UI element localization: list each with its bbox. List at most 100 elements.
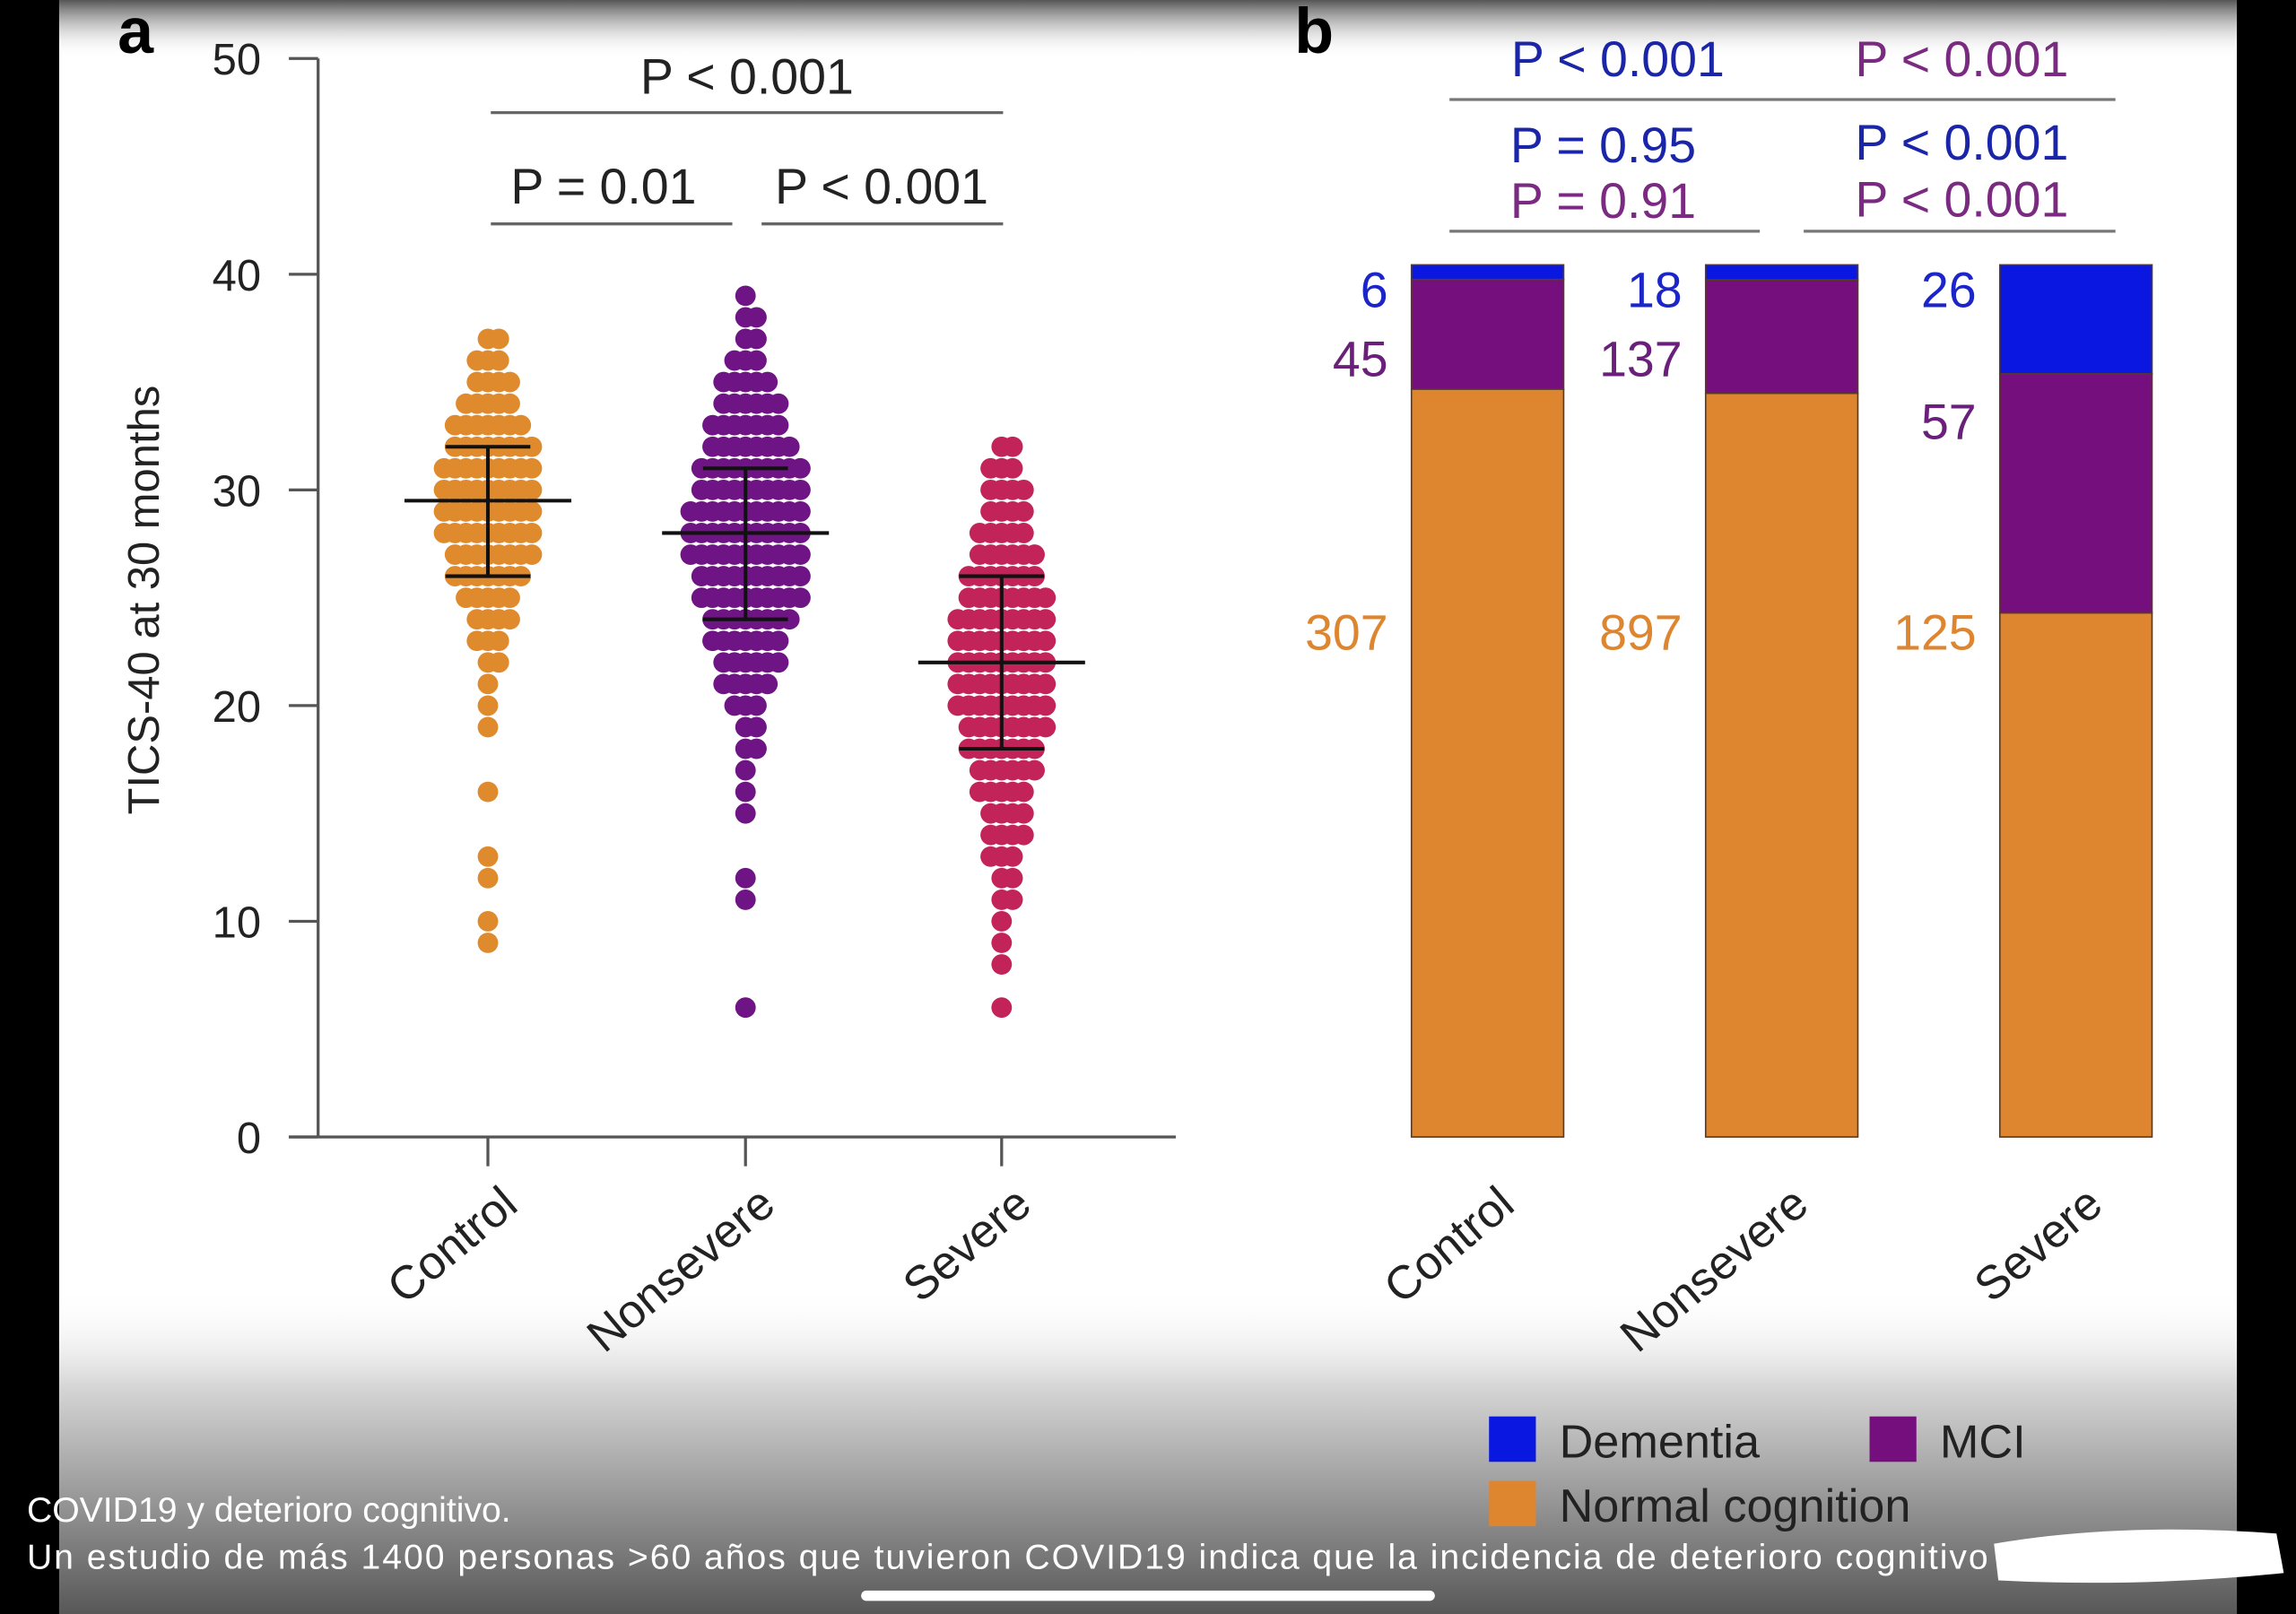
data-point [521, 500, 543, 522]
home-indicator[interactable] [861, 1590, 1435, 1601]
data-point [477, 781, 499, 803]
data-point [735, 997, 756, 1019]
p-value-label: P = 0.91 [1510, 173, 1696, 229]
data-point [1035, 630, 1057, 652]
data-point [1035, 673, 1057, 695]
count-label: 57 [1921, 395, 1977, 450]
bar-segment-mci [1998, 373, 2153, 614]
legend-label-dementia: Dementia [1560, 1416, 1761, 1468]
data-point [477, 867, 499, 889]
data-point [500, 609, 520, 630]
data-point [456, 587, 476, 609]
data-point [746, 738, 767, 759]
data-point [1002, 846, 1023, 867]
y-tick-label: 10 [213, 898, 261, 947]
data-point [991, 911, 1013, 932]
data-point [947, 609, 969, 630]
data-point [746, 328, 767, 350]
data-point [735, 867, 756, 889]
data-point [735, 781, 756, 803]
data-point [778, 609, 800, 630]
data-point [1013, 479, 1034, 500]
count-label: 45 [1333, 331, 1388, 386]
data-point [466, 371, 488, 393]
data-point [980, 500, 1001, 522]
data-point [980, 803, 1001, 824]
data-point [466, 630, 488, 652]
legend-swatch-normal [1489, 1480, 1536, 1527]
data-point [680, 500, 701, 522]
data-point [768, 630, 789, 652]
data-point [735, 759, 756, 781]
p-value-label: P = 0.95 [1510, 117, 1696, 173]
data-point [477, 933, 499, 953]
data-point [789, 566, 811, 587]
data-point [746, 307, 767, 328]
data-point [702, 630, 723, 652]
data-point [746, 716, 767, 738]
p-value-label: P < 0.001 [775, 159, 988, 214]
data-point [1013, 500, 1034, 522]
panel-a-label: a [117, 0, 154, 67]
data-point [1002, 436, 1023, 457]
p-value-label: P = 0.01 [510, 159, 696, 214]
caption-line-2: Un estudio de más 1400 personas >60 años… [27, 1538, 1988, 1576]
data-point [1002, 457, 1023, 479]
data-point [1035, 609, 1057, 630]
data-point [757, 371, 778, 393]
data-point [488, 328, 509, 350]
data-point [789, 500, 811, 522]
count-label: 897 [1599, 605, 1683, 661]
data-point [991, 997, 1013, 1019]
data-point [521, 523, 543, 543]
data-point [1024, 759, 1045, 781]
data-point [477, 695, 499, 716]
bar-segment-dementia [1410, 264, 1565, 281]
data-point [789, 479, 811, 500]
data-point [466, 350, 488, 371]
y-tick-label: 50 [213, 36, 261, 84]
data-point [488, 630, 509, 652]
panel-b-label: b [1294, 0, 1334, 67]
data-point [1013, 523, 1034, 543]
data-point [947, 630, 969, 652]
data-point [691, 457, 712, 479]
count-label: 18 [1627, 263, 1683, 318]
count-label: 26 [1921, 263, 1977, 318]
bar-segment-normal-cognition [1998, 612, 2153, 1138]
data-point [958, 587, 979, 609]
data-point [947, 673, 969, 695]
data-point [488, 350, 509, 371]
data-point [521, 457, 543, 479]
redacted-text-blob [1994, 1529, 2284, 1584]
data-point [444, 414, 465, 436]
data-point [746, 695, 767, 716]
data-point [691, 479, 712, 500]
data-point [768, 414, 789, 436]
data-point [969, 781, 990, 803]
data-point [735, 285, 756, 307]
data-point [477, 716, 499, 738]
data-point [768, 393, 789, 414]
data-point [1035, 716, 1057, 738]
data-point [433, 523, 455, 543]
legend: Dementia MCI Normal cognition [1489, 1416, 2026, 1532]
data-point [521, 544, 543, 565]
data-point [713, 371, 735, 393]
legend-swatch-dementia [1489, 1416, 1536, 1462]
bar-segment-mci [1410, 278, 1565, 390]
data-point [789, 457, 811, 479]
data-point [702, 414, 723, 436]
bar-segment-normal-cognition [1410, 388, 1565, 1138]
data-point [789, 544, 811, 565]
left-letterbox [0, 0, 59, 1614]
p-value-label: P < 0.001 [1855, 115, 2068, 170]
data-point [1024, 544, 1045, 565]
data-point [702, 436, 723, 457]
data-point [488, 652, 509, 673]
data-point [768, 652, 789, 673]
bar-segment-dementia [1704, 264, 1859, 281]
bar-segment-mci [1704, 279, 1859, 395]
data-point [713, 393, 735, 414]
